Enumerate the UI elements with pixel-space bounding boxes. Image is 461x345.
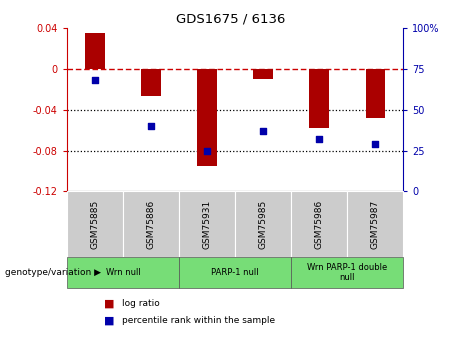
Text: GSM75931: GSM75931 [202, 200, 212, 249]
Bar [309, 69, 329, 128]
Text: ■: ■ [104, 299, 114, 308]
Text: Wrn PARP-1 double
null: Wrn PARP-1 double null [307, 263, 387, 282]
Point [203, 148, 211, 153]
Point [372, 141, 379, 147]
Text: GSM75885: GSM75885 [90, 200, 100, 249]
Text: log ratio: log ratio [122, 299, 160, 308]
Bar [197, 69, 217, 166]
Text: GSM75985: GSM75985 [259, 200, 268, 249]
Bar [254, 69, 273, 79]
Point [315, 136, 323, 142]
Text: GSM75886: GSM75886 [147, 200, 155, 249]
Bar [366, 69, 385, 118]
Text: ■: ■ [104, 315, 114, 325]
Bar [141, 69, 161, 96]
Text: GSM75986: GSM75986 [315, 200, 324, 249]
Text: percentile rank within the sample: percentile rank within the sample [122, 316, 275, 325]
Text: GSM75987: GSM75987 [371, 200, 380, 249]
Point [91, 77, 99, 83]
Point [260, 128, 267, 134]
Text: PARP-1 null: PARP-1 null [211, 268, 259, 277]
Text: Wrn null: Wrn null [106, 268, 140, 277]
Text: GDS1675 / 6136: GDS1675 / 6136 [176, 12, 285, 25]
Bar [85, 33, 105, 69]
Text: genotype/variation ▶: genotype/variation ▶ [5, 268, 100, 277]
Point [147, 123, 154, 129]
